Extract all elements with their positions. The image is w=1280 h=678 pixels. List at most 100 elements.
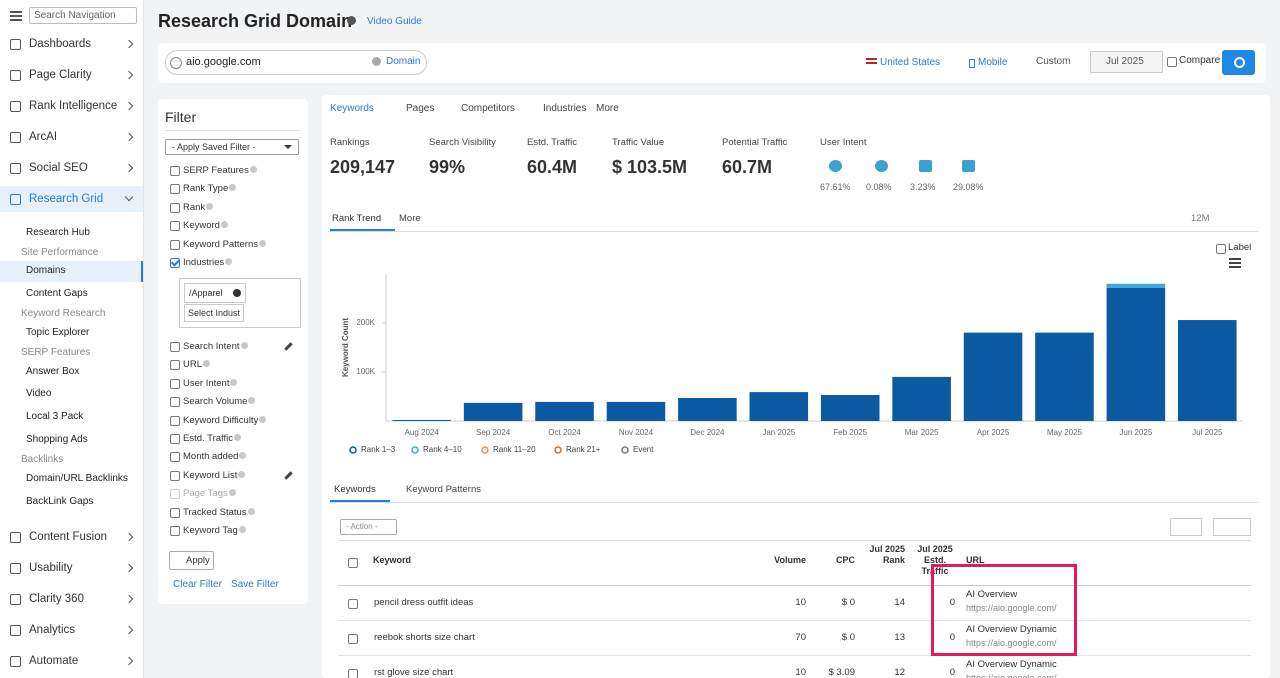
- saved-filter[interactable]: - Apply Saved Filter -: [165, 139, 299, 155]
- nav-item[interactable]: Content Fusion: [29, 531, 107, 543]
- nav-icon: [10, 625, 21, 636]
- nav-sub-item[interactable]: Content Gaps: [26, 288, 88, 299]
- legend-label: Rank 1–3: [361, 445, 396, 454]
- table-tab[interactable]: Keywords: [334, 484, 376, 495]
- nav-icon: [10, 39, 21, 50]
- cell-url[interactable]: https://aio.google.com/: [966, 603, 1057, 613]
- nav-sub-item[interactable]: Topic Explorer: [26, 327, 90, 338]
- save-filter[interactable]: Save Filter: [231, 579, 279, 590]
- metric-label: Traffic Value: [612, 137, 665, 148]
- nav-item[interactable]: Rank Intelligence: [29, 100, 118, 112]
- help-icon: [239, 526, 246, 533]
- help-icon: [239, 452, 246, 459]
- cell: $ 0: [841, 597, 855, 608]
- period[interactable]: 12M: [1191, 213, 1210, 224]
- tab[interactable]: Competitors: [461, 103, 515, 114]
- column-header[interactable]: Jul 2025 Rank: [869, 544, 905, 565]
- nav-item[interactable]: Social SEO: [29, 162, 88, 174]
- nav-sub-item[interactable]: Video: [26, 388, 52, 399]
- nav-sub-item: Keyword Research: [21, 308, 106, 319]
- table-tab[interactable]: Keyword Patterns: [406, 484, 481, 495]
- nav-item[interactable]: Analytics: [29, 624, 76, 636]
- filter-item[interactable]: Keyword: [183, 220, 220, 231]
- nav-search[interactable]: Search Navigation: [29, 7, 137, 24]
- intent-value: 29.08%: [953, 182, 984, 192]
- filter-item: Page Tags: [183, 488, 228, 499]
- bar: [463, 402, 523, 421]
- nav-item[interactable]: Automate: [29, 655, 79, 667]
- nav-sub-item[interactable]: Answer Box: [26, 366, 80, 377]
- compare[interactable]: Compare: [1179, 55, 1221, 66]
- nav-item[interactable]: Clarity 360: [29, 593, 84, 605]
- column-header[interactable]: Jul 2025 Estd. Traffic: [917, 544, 953, 576]
- cell-url[interactable]: https://aio.google.com/: [966, 673, 1057, 678]
- nav-item[interactable]: Dashboards: [29, 38, 92, 50]
- filter-item[interactable]: Estd. Traffic: [183, 433, 233, 444]
- column-header[interactable]: Keyword: [373, 555, 412, 565]
- help-icon: [250, 166, 257, 173]
- domain-input[interactable]: aio.google.com: [186, 56, 261, 68]
- filter-item[interactable]: Keyword Patterns: [183, 239, 258, 250]
- nav-sub-item[interactable]: BackLink Gaps: [26, 496, 94, 507]
- cell-url[interactable]: https://aio.google.com/: [966, 638, 1057, 648]
- country[interactable]: United States: [880, 57, 941, 68]
- row-rule: [338, 655, 1251, 656]
- tab[interactable]: More: [596, 103, 619, 114]
- trend-more[interactable]: More: [399, 213, 421, 224]
- tab[interactable]: Pages: [406, 103, 435, 114]
- filter-item[interactable]: Rank: [183, 202, 206, 213]
- column-header[interactable]: Volume: [774, 555, 806, 565]
- filter-item[interactable]: Tracked Status: [183, 507, 247, 518]
- apply-button[interactable]: Apply: [169, 551, 214, 570]
- tab[interactable]: Industries: [543, 103, 587, 114]
- nav-item[interactable]: Usability: [29, 562, 73, 574]
- filter-item[interactable]: Keyword List: [183, 470, 238, 481]
- nav-item[interactable]: ArcAI: [29, 131, 58, 143]
- device[interactable]: Mobile: [978, 57, 1008, 68]
- bar: [606, 401, 666, 421]
- industry-input[interactable]: Select Indust: [184, 304, 244, 322]
- nav-sub-item[interactable]: Domains: [26, 265, 66, 276]
- nav-item[interactable]: Research Grid: [29, 193, 104, 205]
- nav-sub-item[interactable]: Domain/URL Backlinks: [26, 473, 128, 484]
- trend-rule: [330, 231, 1258, 232]
- filter-item[interactable]: Rank Type: [183, 183, 229, 194]
- filter-item[interactable]: SERP Features: [183, 165, 249, 176]
- nav-item[interactable]: Page Clarity: [29, 69, 92, 81]
- filter-item[interactable]: Keyword Difficulty: [183, 415, 259, 426]
- video-guide[interactable]: Video Guide: [367, 16, 422, 27]
- date-box: [1090, 51, 1163, 73]
- range[interactable]: Custom: [1036, 56, 1071, 67]
- intent-icon: [919, 160, 932, 172]
- tab[interactable]: Keywords: [330, 103, 374, 114]
- action-select[interactable]: - Action -: [340, 519, 397, 535]
- date[interactable]: Jul 2025: [1106, 56, 1144, 67]
- filter-item[interactable]: Month added: [183, 451, 239, 462]
- nav-sub-item[interactable]: Shopping Ads: [26, 434, 88, 445]
- legend-marker: [621, 446, 629, 454]
- x-tick-label: Jun 2025: [1119, 428, 1152, 437]
- bar: [820, 395, 880, 421]
- nav-sub-item[interactable]: Local 3 Pack: [26, 411, 84, 422]
- filter-item[interactable]: Search Volume: [183, 396, 248, 407]
- table-tab-underline: [330, 500, 390, 502]
- nav-sub-item[interactable]: Research Hub: [26, 227, 90, 238]
- metric-label: Search Visibility: [429, 137, 496, 148]
- filter-item[interactable]: Industries: [183, 257, 225, 268]
- column-button: [1170, 518, 1202, 536]
- bar: [892, 376, 951, 421]
- label-toggle[interactable]: Label: [1228, 242, 1252, 253]
- filter-checkbox: [170, 342, 180, 352]
- column-header[interactable]: URL: [966, 555, 985, 565]
- help-icon: [234, 434, 241, 441]
- filter-item[interactable]: URL: [183, 359, 203, 370]
- mode[interactable]: Domain: [386, 56, 421, 67]
- filter-item[interactable]: Search Intent: [183, 341, 240, 352]
- column-header[interactable]: CPC: [835, 555, 855, 565]
- filter-item[interactable]: Keyword Tag: [183, 525, 238, 536]
- filter-item[interactable]: User Intent: [183, 378, 230, 389]
- industry-chip: /Apparel: [184, 283, 246, 303]
- clear-filter[interactable]: Clear Filter: [173, 579, 222, 590]
- trend-tab[interactable]: Rank Trend: [332, 213, 382, 224]
- metric-value: 60.4M: [527, 157, 578, 177]
